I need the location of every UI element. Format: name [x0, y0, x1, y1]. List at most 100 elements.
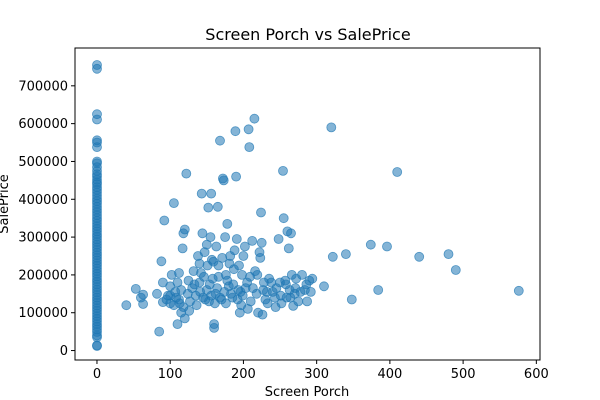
data-point-103	[181, 168, 192, 179]
data-point-78	[138, 299, 149, 309]
y-tick-label-200000: 200000	[18, 268, 68, 283]
y-tick-label-100000: 100000	[18, 306, 68, 321]
data-point-195	[346, 294, 357, 305]
data-point-207	[174, 294, 184, 305]
data-point-133	[218, 175, 229, 186]
data-point-194	[340, 249, 351, 260]
data-point-247	[275, 290, 286, 301]
x-tick-label-300: 300	[304, 367, 329, 382]
x-axis-label: Screen Porch	[265, 385, 350, 400]
data-point-162	[257, 309, 268, 320]
data-point-143	[231, 234, 242, 244]
data-point-151	[243, 124, 254, 135]
y-axis-label: SalePrice	[0, 174, 12, 234]
data-point-152	[244, 142, 255, 153]
data-point-188	[302, 296, 313, 307]
x-axis: 0 100 200 300 400 500 600	[93, 360, 549, 382]
data-point-251	[295, 286, 306, 297]
data-point-202	[450, 265, 461, 275]
data-point-212	[191, 300, 202, 311]
data-point-6	[92, 142, 102, 153]
data-point-238	[242, 303, 253, 314]
data-point-252	[301, 279, 312, 290]
data-point-190	[305, 286, 316, 297]
data-point-75	[121, 300, 132, 311]
data-point-91	[168, 198, 179, 209]
data-point-231	[228, 279, 239, 290]
plot-frame	[74, 47, 541, 361]
data-point-121	[206, 188, 217, 199]
x-tick-label-100: 100	[158, 367, 183, 382]
data-point-210	[184, 305, 195, 316]
data-point-230	[226, 288, 236, 299]
data-point-249	[285, 292, 296, 303]
data-point-81	[154, 326, 165, 337]
data-point-101	[179, 313, 190, 324]
data-point-243	[258, 285, 269, 295]
data-point-215	[198, 271, 209, 282]
data-point-82	[156, 256, 167, 267]
data-point-113	[197, 228, 208, 239]
data-point-203	[513, 285, 524, 296]
data-point-192	[326, 122, 337, 133]
data-point-155	[249, 113, 260, 124]
x-tick-label-400: 400	[377, 367, 402, 382]
data-point-253	[307, 273, 318, 284]
y-tick-label-700000: 700000	[18, 79, 68, 94]
y-tick-label-400000: 400000	[18, 193, 68, 208]
data-point-209	[182, 288, 193, 299]
data-point-227	[220, 298, 231, 309]
data-point-186	[297, 269, 307, 280]
x-tick-label-200: 200	[231, 367, 256, 382]
y-tick-label-600000: 600000	[18, 117, 68, 132]
data-point-191	[319, 281, 329, 292]
data-point-160	[256, 207, 266, 218]
data-point-99	[177, 243, 188, 254]
data-point-93	[172, 319, 183, 330]
points-layer	[92, 60, 524, 351]
data-point-134	[220, 232, 231, 243]
x-tick-label-500: 500	[451, 367, 476, 382]
data-point-241	[252, 269, 263, 280]
data-point-80	[152, 288, 162, 299]
data-point-149	[239, 241, 250, 252]
data-point-141	[230, 126, 241, 137]
y-tick-label-500000: 500000	[18, 155, 68, 170]
data-point-201	[443, 249, 454, 260]
data-point-130	[215, 135, 225, 146]
data-point-200	[414, 251, 425, 262]
data-point-170	[273, 234, 284, 244]
data-point-95	[174, 268, 184, 278]
data-point-197	[373, 285, 384, 295]
data-point-196	[365, 239, 376, 250]
data-point-178	[283, 243, 294, 254]
data-point-3	[92, 114, 102, 125]
data-point-211	[189, 279, 200, 290]
x-tick-label-600: 600	[524, 367, 549, 382]
data-point-118	[203, 202, 214, 213]
data-point-148	[238, 251, 249, 261]
data-point-128	[212, 201, 223, 212]
data-point-85	[159, 215, 170, 226]
data-point-232	[229, 245, 240, 256]
data-point-246	[270, 302, 281, 313]
data-point-79	[138, 289, 149, 300]
data-point-174	[278, 213, 289, 224]
x-tick-label-0: 0	[93, 367, 101, 382]
data-point-217	[201, 239, 212, 250]
y-tick-label-0: 0	[60, 344, 68, 359]
data-point-225	[217, 252, 228, 263]
data-point-125	[209, 322, 220, 333]
data-point-240	[247, 283, 258, 294]
data-point-193	[327, 251, 338, 262]
y-tick-label-300000: 300000	[18, 231, 68, 246]
y-axis: 0 100000 200000 300000 400000 500000 600000 700…	[18, 79, 75, 359]
data-point-244	[262, 298, 273, 309]
data-point-161	[256, 237, 267, 248]
data-point-220	[208, 256, 219, 267]
data-point-136	[222, 218, 233, 229]
data-point-214	[195, 286, 206, 297]
data-point-112	[196, 188, 207, 199]
data-point-242	[255, 252, 266, 263]
